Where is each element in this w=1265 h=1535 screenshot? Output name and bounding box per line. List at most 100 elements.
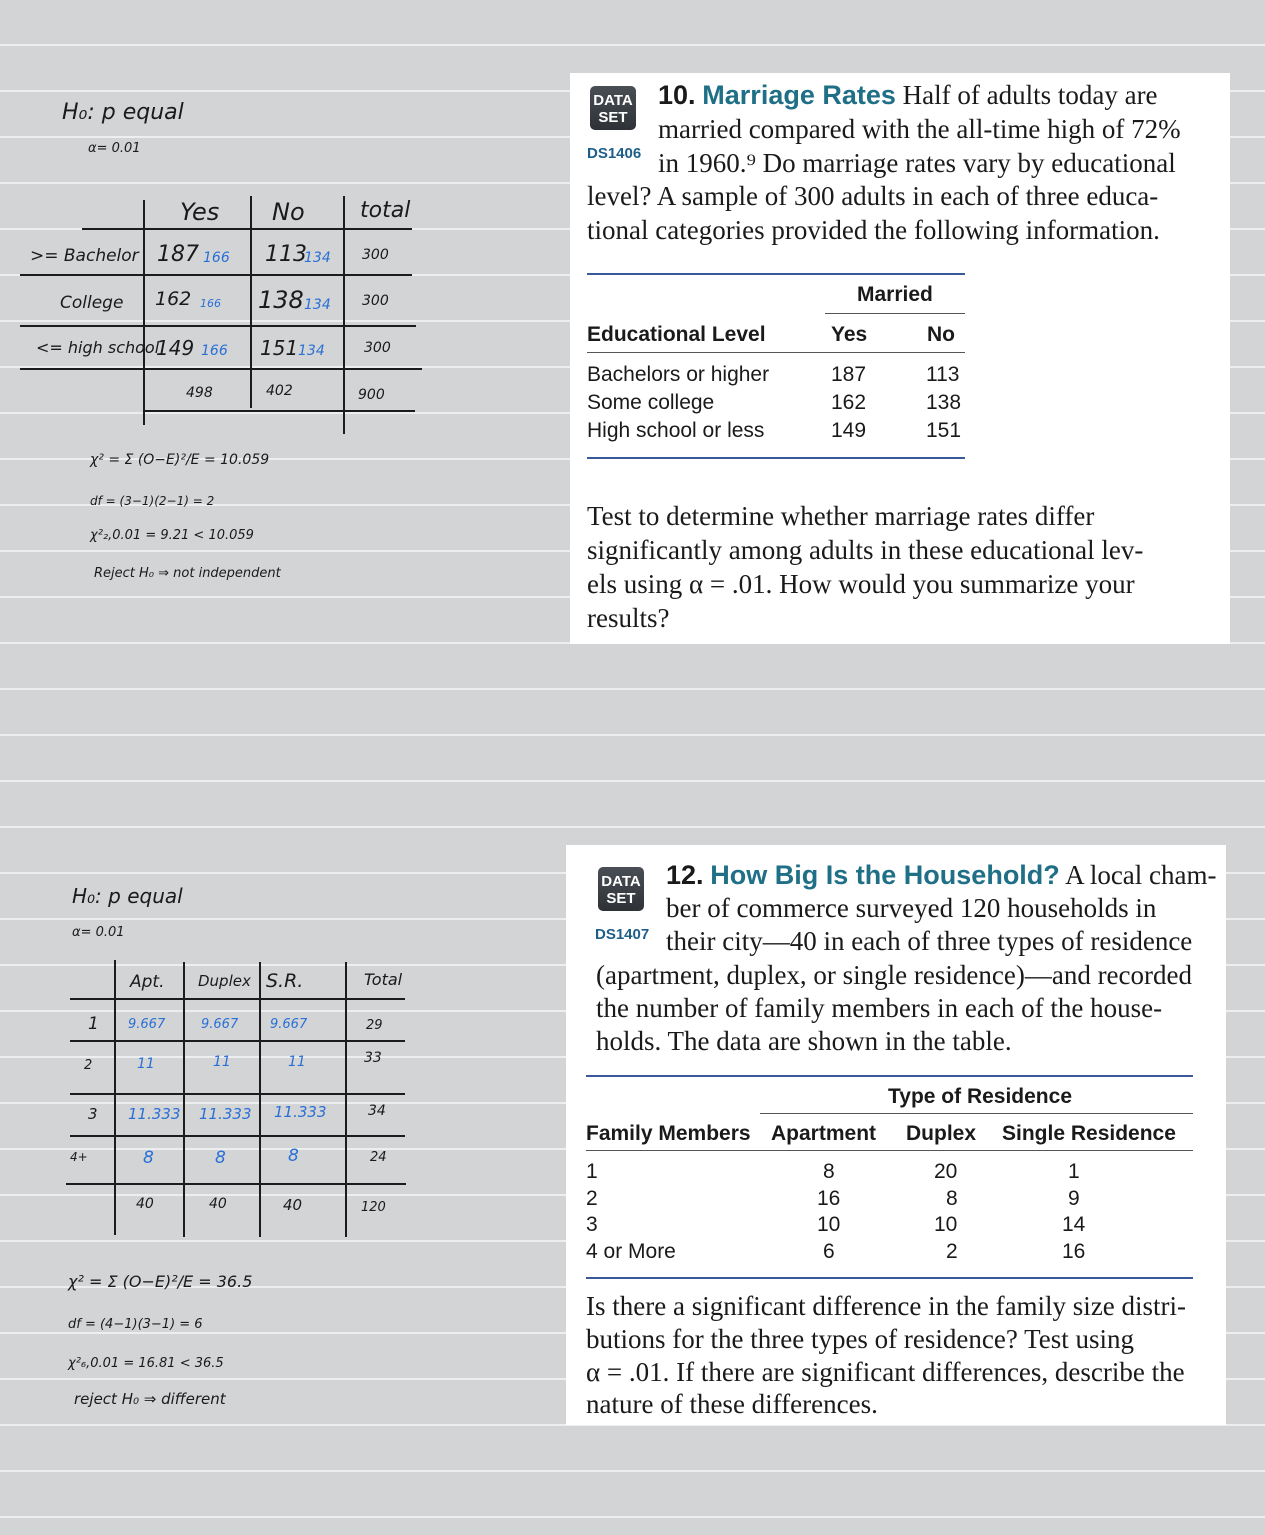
expected-value: 134 bbox=[304, 250, 331, 266]
table-cell: 9 bbox=[1068, 1187, 1080, 1210]
table-cell: 113 bbox=[926, 363, 960, 386]
expected-value: 9.667 bbox=[128, 1017, 166, 1032]
expected-value: 166 bbox=[201, 343, 228, 359]
expected-value: 11.333 bbox=[199, 1105, 252, 1123]
row-label: 4+ bbox=[70, 1150, 88, 1164]
problem-line: Half of adults today are bbox=[902, 80, 1158, 110]
null-hypothesis: H₀: p equal bbox=[62, 100, 184, 125]
question-line: α = .01. If there are significant differ… bbox=[586, 1357, 1185, 1387]
col-header-yes: Yes bbox=[180, 198, 220, 226]
grid-line bbox=[345, 962, 347, 1237]
table-rule bbox=[586, 1277, 1193, 1279]
grid-line bbox=[70, 998, 405, 1000]
table-cell: 6 bbox=[823, 1240, 835, 1263]
question-line: Test to determine whether marriage rates… bbox=[587, 501, 1095, 531]
problem-title: Marriage Rates bbox=[702, 80, 896, 110]
grid-line bbox=[343, 196, 345, 434]
problem-line: in 1960.⁹ Do marriage rates vary by educ… bbox=[658, 148, 1176, 178]
grid-line bbox=[259, 962, 261, 1237]
observed-value: 113 bbox=[265, 242, 307, 267]
problem-line: their city—40 in each of three types of … bbox=[666, 926, 1193, 956]
grid-line bbox=[20, 368, 422, 370]
row-total: 33 bbox=[364, 1050, 382, 1066]
expected-value: 11.333 bbox=[128, 1105, 181, 1123]
degrees-of-freedom: df = (3−1)(2−1) = 2 bbox=[90, 494, 215, 508]
table-cell: 138 bbox=[926, 391, 962, 414]
column-total: 900 bbox=[358, 387, 385, 403]
table-cell: 1 bbox=[586, 1160, 598, 1183]
expected-value: 8 bbox=[288, 1146, 299, 1166]
row-total: 24 bbox=[370, 1150, 387, 1165]
table-cell: 16 bbox=[817, 1187, 841, 1210]
observed-value: 149 bbox=[156, 336, 195, 360]
degrees-of-freedom: df = (4−1)(3−1) = 6 bbox=[68, 1317, 203, 1332]
table-rule bbox=[587, 352, 965, 353]
alpha-level: α= 0.01 bbox=[72, 925, 125, 940]
problem-line: level? A sample of 300 adults in each of… bbox=[587, 181, 1159, 211]
question-line: significantly among adults in these educ… bbox=[587, 535, 1144, 565]
problem-10-card: DATA SET DS1406 10. Marriage Rates Half … bbox=[570, 73, 1230, 644]
row-label: <= high school bbox=[36, 338, 160, 357]
question-line: butions for the three types of residence… bbox=[586, 1324, 1134, 1354]
expected-value: 166 bbox=[200, 297, 221, 310]
expected-value: 8 bbox=[215, 1148, 226, 1168]
problem-line: A local cham- bbox=[1065, 860, 1217, 890]
column-header: Educational Level bbox=[587, 323, 766, 346]
table-cell: 16 bbox=[1062, 1240, 1086, 1263]
grid-line bbox=[114, 960, 116, 1235]
grid-line bbox=[82, 228, 412, 230]
grid-line bbox=[70, 1040, 405, 1042]
col-header-duplex: Duplex bbox=[198, 972, 251, 990]
table-cell: 151 bbox=[926, 419, 962, 442]
grid-line bbox=[70, 1093, 405, 1095]
col-header-single: S.R. bbox=[266, 970, 304, 992]
column-total: 40 bbox=[283, 1196, 303, 1214]
column-total: 120 bbox=[361, 1200, 386, 1215]
grid-line bbox=[250, 196, 252, 408]
column-header: Apartment bbox=[771, 1122, 877, 1145]
expected-value: 11 bbox=[137, 1056, 155, 1072]
chi-square-formula: χ² = Σ (O−E)²/E = 10.059 bbox=[90, 452, 270, 468]
grid-line bbox=[183, 962, 185, 1237]
row-label: 3 bbox=[88, 1105, 98, 1123]
table-cell: 10 bbox=[934, 1213, 958, 1236]
row-total: 29 bbox=[366, 1018, 383, 1033]
expected-value: 134 bbox=[304, 297, 331, 313]
column-total: 40 bbox=[136, 1196, 154, 1212]
data-set-code: DS1406 bbox=[587, 145, 642, 162]
expected-value: 134 bbox=[298, 343, 325, 359]
column-total: 402 bbox=[266, 383, 293, 399]
table-cell: 20 bbox=[934, 1160, 958, 1183]
problem-line: tional categories provided the following… bbox=[587, 215, 1160, 245]
table-cell: 3 bbox=[586, 1213, 598, 1236]
problem-number: 12. bbox=[666, 860, 704, 890]
problem-line: the number of family members in each of … bbox=[596, 993, 1163, 1023]
column-total: 498 bbox=[186, 385, 213, 401]
question-line: Is there a significant difference in the… bbox=[586, 1291, 1187, 1321]
grid-line bbox=[70, 1135, 405, 1137]
data-set-badge: DATA SET bbox=[598, 867, 644, 911]
col-header-apartment: Apt. bbox=[130, 972, 165, 992]
grid-line bbox=[66, 1183, 406, 1185]
table-cell: 2 bbox=[586, 1187, 598, 1210]
grid-line bbox=[20, 274, 412, 276]
question-line: nature of these differences. bbox=[586, 1389, 878, 1419]
table-cell: Bachelors or higher bbox=[587, 363, 770, 386]
table-rule bbox=[586, 1075, 1193, 1077]
row-total: 300 bbox=[362, 293, 389, 309]
row-label: 1 bbox=[88, 1014, 99, 1034]
col-header-no: No bbox=[272, 198, 305, 226]
expected-value: 166 bbox=[203, 250, 230, 266]
table-cell: 8 bbox=[946, 1187, 958, 1210]
problem-line: married compared with the all-time high … bbox=[658, 114, 1181, 144]
observed-value: 162 bbox=[155, 288, 192, 310]
problem-12-card: DATA SET DS1407 12. How Big Is the House… bbox=[566, 845, 1226, 1425]
problem-line: (apartment, duplex, or single residence)… bbox=[596, 960, 1193, 990]
data-set-code: DS1407 bbox=[595, 926, 650, 943]
column-header: No bbox=[927, 323, 955, 346]
table-cell: 187 bbox=[831, 363, 867, 386]
problem-intro: 10. Marriage Rates Half of adults today … bbox=[658, 79, 1158, 113]
group-header: Married bbox=[857, 283, 933, 306]
critical-value: χ²₆,0.01 = 16.81 < 36.5 bbox=[68, 1356, 224, 1371]
table-rule bbox=[760, 1113, 1193, 1114]
